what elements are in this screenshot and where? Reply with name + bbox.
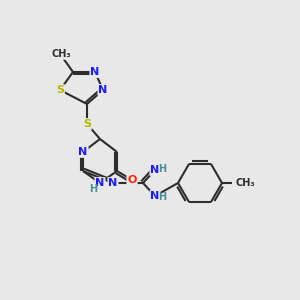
Text: N: N: [95, 178, 105, 188]
Text: N: N: [98, 85, 108, 95]
Text: N: N: [90, 67, 100, 77]
Text: N: N: [78, 147, 88, 157]
Text: S: S: [83, 119, 91, 129]
Text: CH₃: CH₃: [51, 49, 71, 59]
Text: N: N: [150, 191, 160, 201]
Text: S: S: [56, 85, 64, 95]
Text: N: N: [108, 178, 118, 188]
Text: CH₃: CH₃: [236, 178, 256, 188]
Text: H: H: [158, 192, 166, 202]
Text: N: N: [150, 165, 160, 175]
Text: O: O: [127, 175, 137, 185]
Text: H: H: [89, 184, 97, 194]
Text: H: H: [158, 164, 166, 174]
